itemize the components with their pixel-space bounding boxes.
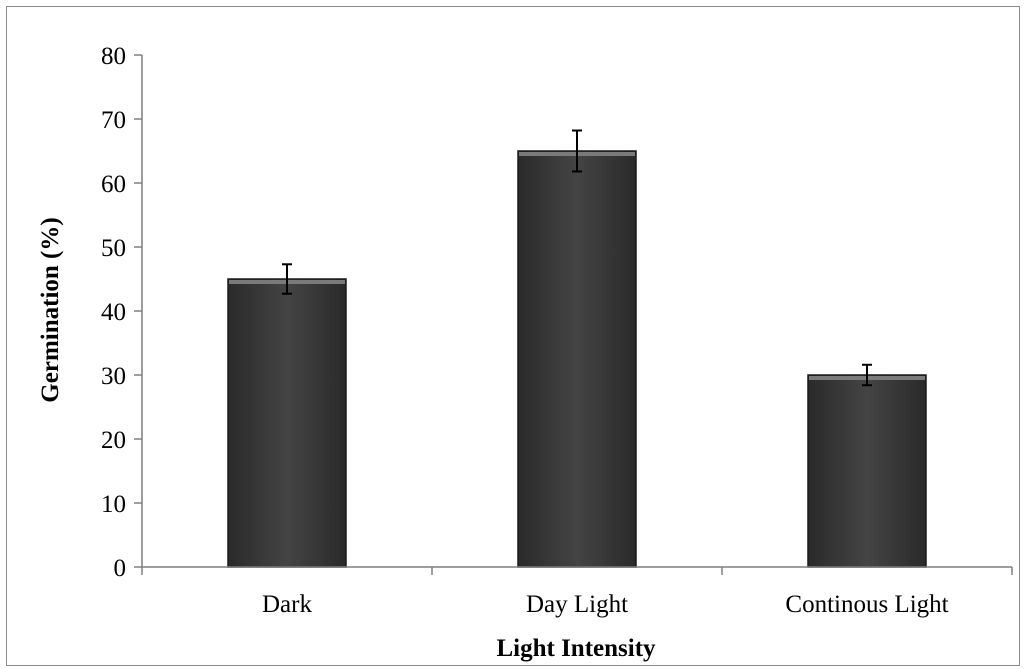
x-tick-label: Dark [262,591,312,618]
error-bar [282,263,292,295]
bar-continous-light [807,374,927,568]
y-tick-label: 10 [101,491,126,518]
bar-body [227,278,347,568]
y-tick-label: 80 [101,43,126,70]
error-bar [572,129,582,173]
y-axis-title: Germination (%) [37,217,64,402]
bar-body [807,374,927,568]
error-bars [282,129,872,387]
bar-dark [227,278,347,568]
x-axis-ticks [141,567,1013,575]
y-tick-label: 20 [101,427,126,454]
y-tick-label: 60 [101,171,126,198]
bar-body [517,150,637,568]
y-tick-label: 30 [101,363,126,390]
y-axis-ticks [134,54,142,568]
y-tick-label: 40 [101,299,126,326]
y-tick-label: 50 [101,235,126,262]
y-tick-label: 0 [114,555,127,582]
x-tick-label: Day Light [526,591,628,618]
bars [227,150,927,568]
x-axis-title: Light Intensity [496,635,656,662]
x-tick-label: Continous Light [785,591,948,618]
bar-day-light [517,150,637,568]
x-tick-labels: Dark Day Light Continous Light [262,591,949,618]
error-bar [862,363,872,387]
y-tick-labels: 0 10 20 30 40 50 60 70 80 [101,43,126,582]
y-tick-label: 70 [101,107,126,134]
